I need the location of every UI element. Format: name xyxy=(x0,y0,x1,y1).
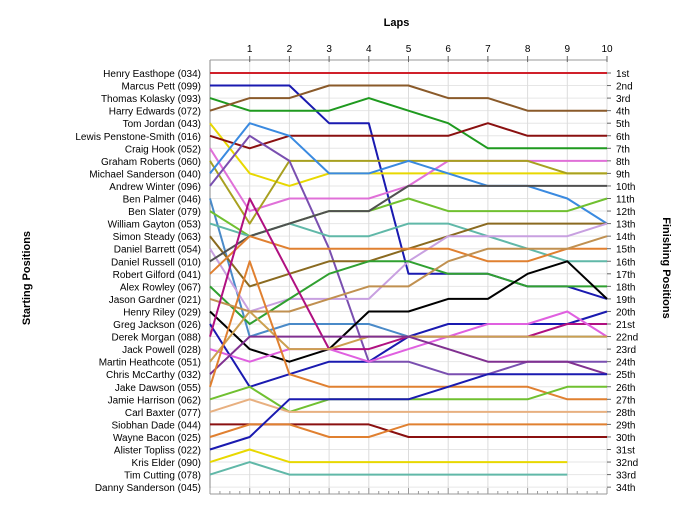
finish-position-label: 17th xyxy=(616,270,635,281)
driver-label: Wayne Bacon (025) xyxy=(113,433,201,444)
driver-label: Harry Edwards (072) xyxy=(109,107,201,118)
finish-position-label: 18th xyxy=(616,282,635,293)
driver-label: Craig Hook (052) xyxy=(125,144,201,155)
finish-position-label: 2nd xyxy=(616,82,633,93)
finish-position-label: 4th xyxy=(616,107,630,118)
lap-tick-label: 1 xyxy=(247,44,253,55)
driver-label: Henry Easthope (034) xyxy=(103,69,201,80)
driver-label: Tom Jordan (043) xyxy=(123,119,201,130)
driver-label: Jake Dawson (055) xyxy=(115,383,201,394)
driver-label: Henry Riley (029) xyxy=(123,307,201,318)
finish-position-label: 33rd xyxy=(616,471,636,482)
driver-label: Chris McCarthy (032) xyxy=(106,370,201,381)
driver-label: Ben Slater (079) xyxy=(128,207,201,218)
series-line-18 xyxy=(209,260,607,325)
finish-position-label: 15th xyxy=(616,245,635,256)
driver-label: Carl Baxter (077) xyxy=(125,408,201,419)
driver-label: Graham Roberts (060) xyxy=(101,157,201,168)
series-line-26 xyxy=(209,260,607,401)
finish-position-label: 6th xyxy=(616,132,630,143)
finish-position-label: 32nd xyxy=(616,458,638,469)
finish-position-label: 1st xyxy=(616,69,630,80)
lap-tick-label: 6 xyxy=(445,44,451,55)
driver-label: Alex Rowley (067) xyxy=(120,282,201,293)
driver-label: Michael Sanderson (040) xyxy=(89,169,201,180)
driver-label: Alister Topliss (022) xyxy=(114,446,201,457)
series-line-32 xyxy=(209,448,568,464)
driver-label: Tim Cutting (078) xyxy=(124,471,201,482)
finish-position-label: 12th xyxy=(616,207,635,218)
finish-position-label: 26th xyxy=(616,383,635,394)
finish-position-label: 27th xyxy=(616,395,635,406)
finish-position-label: 8th xyxy=(616,157,630,168)
driver-label: Robert Gilford (041) xyxy=(113,270,201,281)
finish-position-label: 31st xyxy=(616,446,635,457)
driver-label: Greg Jackson (026) xyxy=(113,320,201,331)
driver-label: Daniel Russell (010) xyxy=(111,257,201,268)
series-line-9 xyxy=(209,122,608,225)
series-line-28 xyxy=(209,398,607,413)
driver-label: Andrew Winter (096) xyxy=(109,182,201,193)
finish-position-label: 7th xyxy=(616,144,630,155)
finish-position-label: 21st xyxy=(616,320,635,331)
series-line-23 xyxy=(209,310,608,363)
lap-tick-label: 4 xyxy=(366,44,372,55)
chart-title: Laps xyxy=(384,17,410,29)
finish-position-label: 10th xyxy=(616,182,635,193)
finish-position-label: 28th xyxy=(616,408,635,419)
finish-position-label: 9th xyxy=(616,169,630,180)
driver-label: Siobhan Dade (044) xyxy=(111,420,201,431)
finish-position-label: 23rd xyxy=(616,345,636,356)
series-line-6 xyxy=(209,122,607,150)
right-axis-title: Finishing Positions xyxy=(660,217,672,318)
finish-position-label: 34th xyxy=(616,483,635,494)
driver-label: Jason Gardner (021) xyxy=(109,295,201,306)
series-line-30 xyxy=(209,423,607,438)
finish-position-label: 5th xyxy=(616,119,630,130)
driver-label: William Gayton (053) xyxy=(108,220,201,231)
series-line-4 xyxy=(209,84,607,112)
driver-label: Jamie Harrison (062) xyxy=(108,395,201,406)
finish-position-label: 3rd xyxy=(616,94,630,105)
driver-label: Daniel Barrett (054) xyxy=(114,245,201,256)
series-line-16 xyxy=(209,184,607,263)
lap-tick-label: 5 xyxy=(406,44,412,55)
driver-label: Thomas Kolasky (093) xyxy=(101,94,201,105)
finish-position-label: 22nd xyxy=(616,333,638,344)
finish-position-label: 24th xyxy=(616,358,635,369)
lap-tick-label: 10 xyxy=(601,44,613,55)
series-line-3 xyxy=(209,97,607,150)
driver-label: Martin Heathcote (051) xyxy=(99,358,201,369)
finish-position-label: 30th xyxy=(616,433,635,444)
series-line-20 xyxy=(209,260,608,363)
driver-label: Simon Steady (063) xyxy=(113,232,201,243)
finish-position-label: 25th xyxy=(616,370,635,381)
driver-label: Ben Palmer (046) xyxy=(123,195,201,206)
finish-position-label: 20th xyxy=(616,307,635,318)
finish-position-label: 16th xyxy=(616,257,635,268)
driver-label: Derek Morgan (088) xyxy=(112,333,201,344)
series-line-33 xyxy=(209,461,568,476)
lap-tick-label: 8 xyxy=(525,44,531,55)
finish-position-label: 14th xyxy=(616,232,635,243)
finish-position-label: 19th xyxy=(616,295,635,306)
finish-position-label: 11th xyxy=(616,195,635,206)
driver-label: Danny Sanderson (045) xyxy=(95,483,201,494)
lap-tick-label: 7 xyxy=(485,44,491,55)
driver-label: Jack Powell (028) xyxy=(122,345,201,356)
finish-position-label: 13th xyxy=(616,220,635,231)
driver-label: Marcus Pett (099) xyxy=(122,82,201,93)
left-axis-title: Starting Positions xyxy=(21,231,33,325)
driver-label: Lewis Penstone-Smith (016) xyxy=(75,132,201,143)
lap-tick-label: 3 xyxy=(326,44,332,55)
series-line-31 xyxy=(209,373,607,451)
series-line-19 xyxy=(209,235,608,313)
finish-position-label: 29th xyxy=(616,420,635,431)
driver-label: Kris Elder (090) xyxy=(132,458,201,469)
series-line-17 xyxy=(209,235,607,275)
lap-tick-label: 2 xyxy=(287,44,293,55)
lap-tick-label: 9 xyxy=(565,44,571,55)
